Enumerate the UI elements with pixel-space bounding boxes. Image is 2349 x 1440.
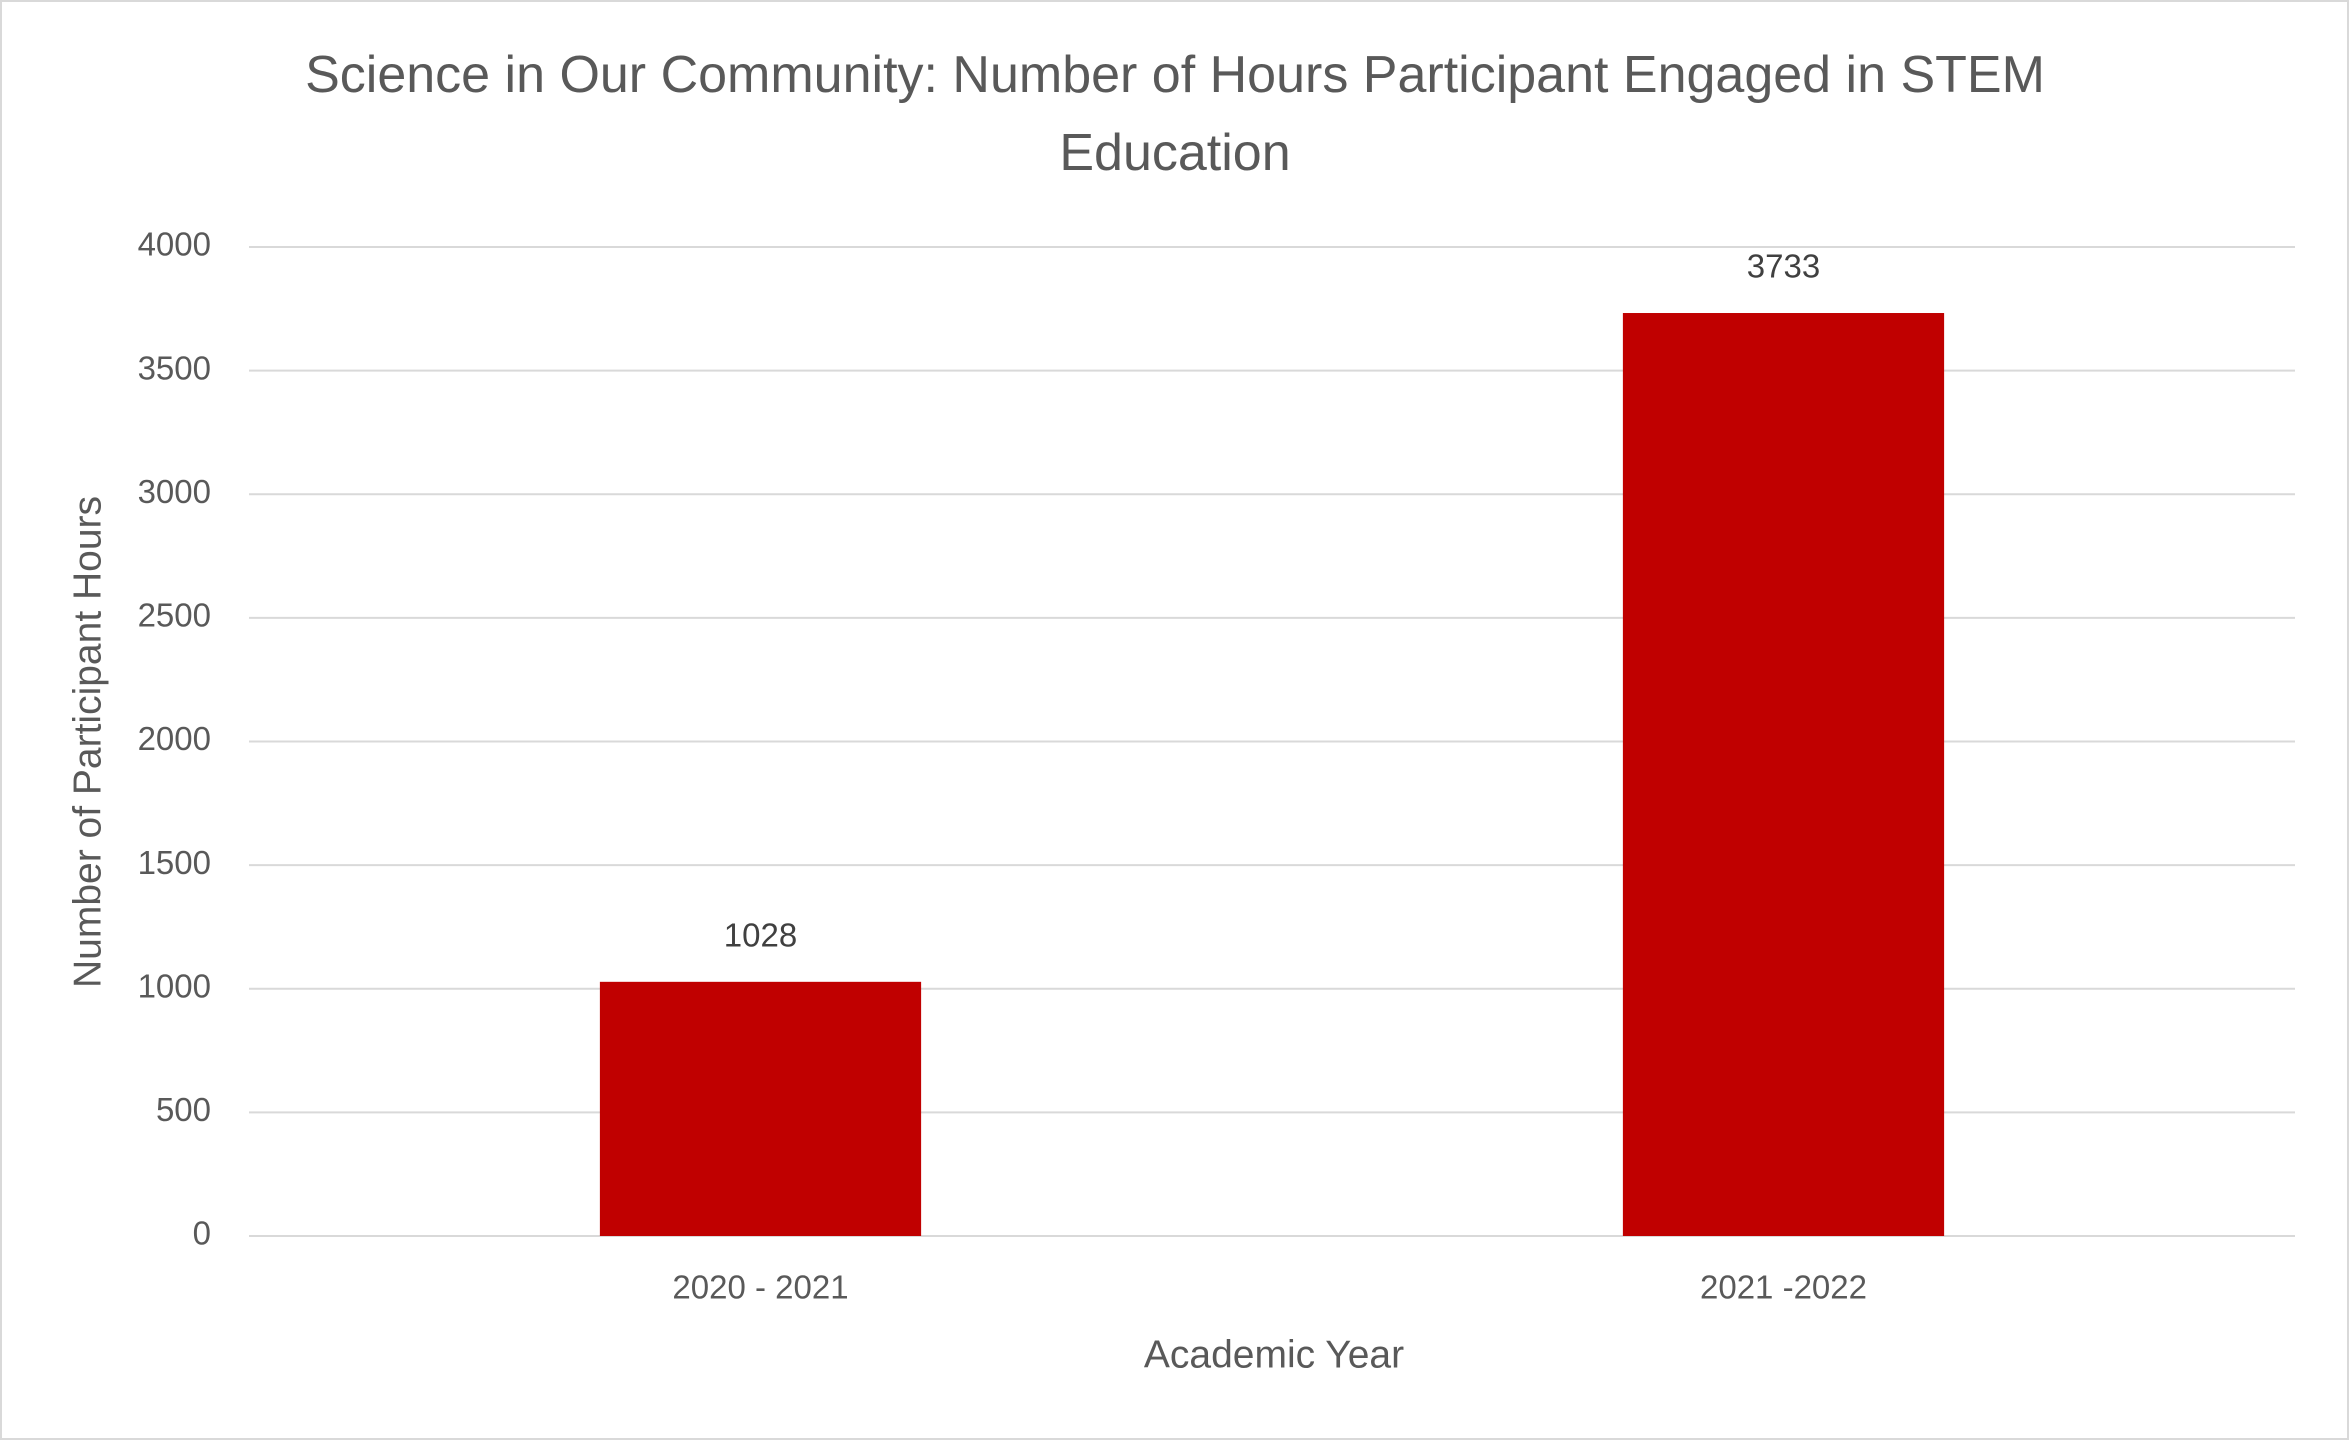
y-tick-label: 3500 xyxy=(138,349,211,386)
y-tick-label: 1500 xyxy=(138,844,211,881)
y-tick-label: 500 xyxy=(156,1091,211,1128)
data-label: 1028 xyxy=(724,917,797,954)
x-tick-label: 2021 -2022 xyxy=(1700,1269,1867,1306)
y-tick-label: 3000 xyxy=(138,473,211,510)
bar xyxy=(1622,313,1945,1236)
bar xyxy=(599,981,922,1236)
x-axis-title: Academic Year xyxy=(1144,1333,1404,1376)
chart-title: Science in Our Community: Number of Hour… xyxy=(305,46,2045,182)
y-tick-label: 4000 xyxy=(138,226,211,263)
y-axis-title: Number of Participant Hours xyxy=(66,496,109,988)
x-tick-label: 2020 - 2021 xyxy=(672,1269,848,1306)
data-label: 3733 xyxy=(1747,248,1820,285)
y-tick-label: 1000 xyxy=(138,967,211,1004)
y-tick-label: 2000 xyxy=(138,720,211,757)
y-tick-label: 0 xyxy=(193,1215,211,1252)
y-tick-label: 2500 xyxy=(138,597,211,634)
